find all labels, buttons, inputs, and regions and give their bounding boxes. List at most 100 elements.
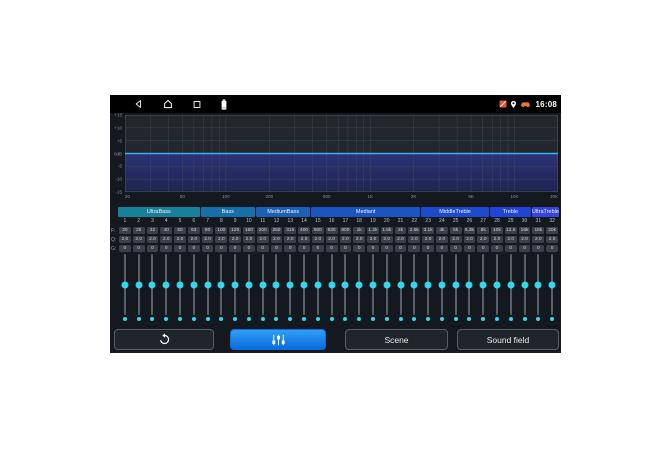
slider-thumb[interactable] xyxy=(383,281,391,288)
slider-thumb[interactable] xyxy=(410,281,418,288)
band-gain-slider[interactable] xyxy=(214,254,228,315)
slider-thumb[interactable] xyxy=(355,281,363,288)
band-gain-slider[interactable] xyxy=(545,254,559,315)
band-number: 31 xyxy=(535,218,542,224)
slider-thumb[interactable] xyxy=(259,281,267,288)
band-indicator-dot xyxy=(467,317,472,321)
slider-thumb[interactable] xyxy=(217,281,225,288)
band-gain-slider[interactable] xyxy=(394,254,408,315)
slider-thumb[interactable] xyxy=(438,281,446,288)
band-gain-slider[interactable] xyxy=(352,254,366,315)
slider-thumb[interactable] xyxy=(176,281,184,288)
band-gain-slider[interactable] xyxy=(228,254,242,315)
slider-thumb[interactable] xyxy=(245,281,253,288)
slider-thumb[interactable] xyxy=(397,281,405,288)
band-dot-cell xyxy=(297,316,311,322)
band-indicator-dot xyxy=(288,317,293,321)
band-gain-slider[interactable] xyxy=(159,254,173,315)
band-freq-value: 800 xyxy=(339,227,352,234)
scene-button[interactable]: Scene xyxy=(345,329,448,350)
band-gain-slider[interactable] xyxy=(146,254,160,315)
band-freq-value: 630 xyxy=(325,227,338,234)
band-gain-slider[interactable] xyxy=(297,254,311,315)
band-dot-cell xyxy=(283,316,297,322)
band-column: 15 500 2.0 0 xyxy=(311,218,325,252)
slider-thumb[interactable] xyxy=(190,281,198,288)
band-gain-slider[interactable] xyxy=(187,254,201,315)
band-gain-slider[interactable] xyxy=(490,254,504,315)
band-gain-slider[interactable] xyxy=(201,254,215,315)
slider-thumb[interactable] xyxy=(424,281,432,288)
band-gain-slider[interactable] xyxy=(435,254,449,315)
band-indicator-dot xyxy=(384,317,389,321)
slider-thumb[interactable] xyxy=(135,281,143,288)
band-gain-slider[interactable] xyxy=(270,254,284,315)
back-icon[interactable] xyxy=(134,99,143,109)
band-group-treble[interactable]: Treble xyxy=(490,207,531,217)
slider-thumb[interactable] xyxy=(286,281,294,288)
band-dot-cell xyxy=(159,316,173,322)
band-dot-cell xyxy=(270,316,284,322)
slider-thumb[interactable] xyxy=(314,281,322,288)
reset-button[interactable] xyxy=(114,329,214,350)
slider-thumb[interactable] xyxy=(148,281,156,288)
band-group-mediumbass[interactable]: MediumBass xyxy=(255,207,311,217)
x-tick-label: 10K xyxy=(510,194,519,199)
band-gain-slider[interactable] xyxy=(476,254,490,315)
band-gain-slider[interactable] xyxy=(256,254,270,315)
slider-thumb[interactable] xyxy=(507,281,515,288)
band-gain-slider[interactable] xyxy=(518,254,532,315)
band-gain-slider[interactable] xyxy=(325,254,339,315)
slider-thumb[interactable] xyxy=(121,281,129,288)
slider-thumb[interactable] xyxy=(521,281,529,288)
band-gain-slider[interactable] xyxy=(463,254,477,315)
band-gain-slider[interactable] xyxy=(132,254,146,315)
equalizer-button[interactable] xyxy=(230,329,326,350)
band-gain-slider[interactable] xyxy=(242,254,256,315)
slider-thumb[interactable] xyxy=(479,281,487,288)
head-unit-screen: 16:08 +15 +10 +5 0dB -5 -10 -15 20 50 100 200 500 1… xyxy=(110,95,561,353)
slider-thumb[interactable] xyxy=(452,281,460,288)
band-freq-value: 3.1k xyxy=(422,227,434,234)
band-gain-slider[interactable] xyxy=(421,254,435,315)
band-gain-slider[interactable] xyxy=(339,254,353,315)
freq-row-label: F: xyxy=(111,228,116,234)
band-group-middletreble[interactable]: MiddleTreble xyxy=(421,207,490,217)
band-q-value: 2.0 xyxy=(325,236,338,243)
band-column: 26 6.3k 2.0 0 xyxy=(463,218,477,252)
band-group-ultratreble[interactable]: UltraTreble xyxy=(531,207,559,217)
y-tick-label: +10 xyxy=(114,125,122,131)
band-gain-slider[interactable] xyxy=(311,254,325,315)
slider-thumb[interactable] xyxy=(231,281,239,288)
band-group-ultrabass[interactable]: UltraBass xyxy=(118,207,200,217)
slider-thumb[interactable] xyxy=(341,281,349,288)
band-column: 22 2.5k 2.0 0 xyxy=(407,218,421,252)
band-indicator-dot xyxy=(508,317,513,321)
band-gain-slider[interactable] xyxy=(380,254,394,315)
band-gain-slider[interactable] xyxy=(407,254,421,315)
band-gain-slider[interactable] xyxy=(118,254,132,315)
slider-thumb[interactable] xyxy=(465,281,473,288)
band-gain-value: 0 xyxy=(215,245,228,252)
slider-thumb[interactable] xyxy=(534,281,542,288)
band-group-mediant[interactable]: Mediant xyxy=(311,207,421,217)
recents-icon[interactable] xyxy=(193,100,201,109)
band-gain-slider[interactable] xyxy=(531,254,545,315)
home-icon[interactable] xyxy=(163,99,173,109)
slider-thumb[interactable] xyxy=(328,281,336,288)
band-gain-slider[interactable] xyxy=(504,254,518,315)
slider-thumb[interactable] xyxy=(493,281,501,288)
band-gain-slider[interactable] xyxy=(173,254,187,315)
slider-thumb[interactable] xyxy=(204,281,212,288)
band-gain-slider[interactable] xyxy=(366,254,380,315)
sound-field-button[interactable]: Sound field xyxy=(457,329,559,350)
band-gain-slider[interactable] xyxy=(449,254,463,315)
band-group-bass[interactable]: Bass xyxy=(200,207,255,217)
band-column: 17 800 2.0 0 xyxy=(339,218,353,252)
slider-thumb[interactable] xyxy=(548,281,556,288)
slider-thumb[interactable] xyxy=(300,281,308,288)
slider-thumb[interactable] xyxy=(272,281,280,288)
slider-thumb[interactable] xyxy=(162,281,170,288)
band-gain-slider[interactable] xyxy=(283,254,297,315)
slider-thumb[interactable] xyxy=(369,281,377,288)
